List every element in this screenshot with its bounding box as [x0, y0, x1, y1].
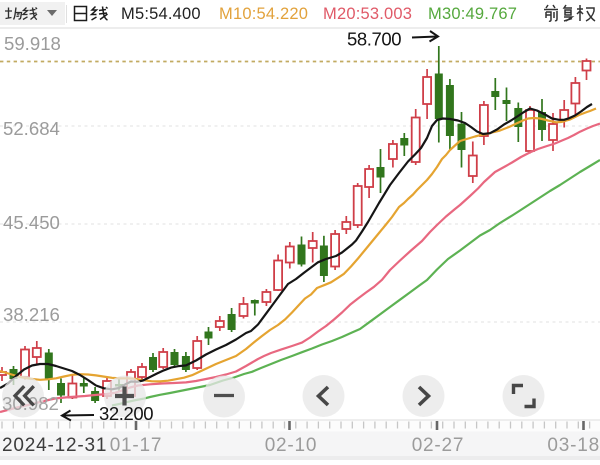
svg-text:02-10: 02-10 [265, 435, 318, 456]
svg-text:M20:53.003: M20:53.003 [323, 5, 412, 23]
svg-text:59.918: 59.918 [4, 33, 61, 54]
svg-text:M30:49.767: M30:49.767 [428, 5, 517, 23]
svg-text:01-17: 01-17 [110, 435, 163, 456]
svg-text:02-27: 02-27 [412, 435, 465, 456]
svg-text:03-18: 03-18 [547, 435, 600, 456]
svg-text:M5:54.400: M5:54.400 [121, 5, 201, 23]
svg-text:32.200: 32.200 [99, 403, 153, 424]
svg-text:38.216: 38.216 [3, 304, 60, 325]
svg-text:52.684: 52.684 [3, 118, 60, 139]
svg-text:58.700: 58.700 [347, 29, 401, 50]
svg-text:M10:54.220: M10:54.220 [219, 5, 308, 23]
svg-text:2024-12-31: 2024-12-31 [2, 435, 107, 456]
svg-text:45.450: 45.450 [3, 212, 60, 233]
